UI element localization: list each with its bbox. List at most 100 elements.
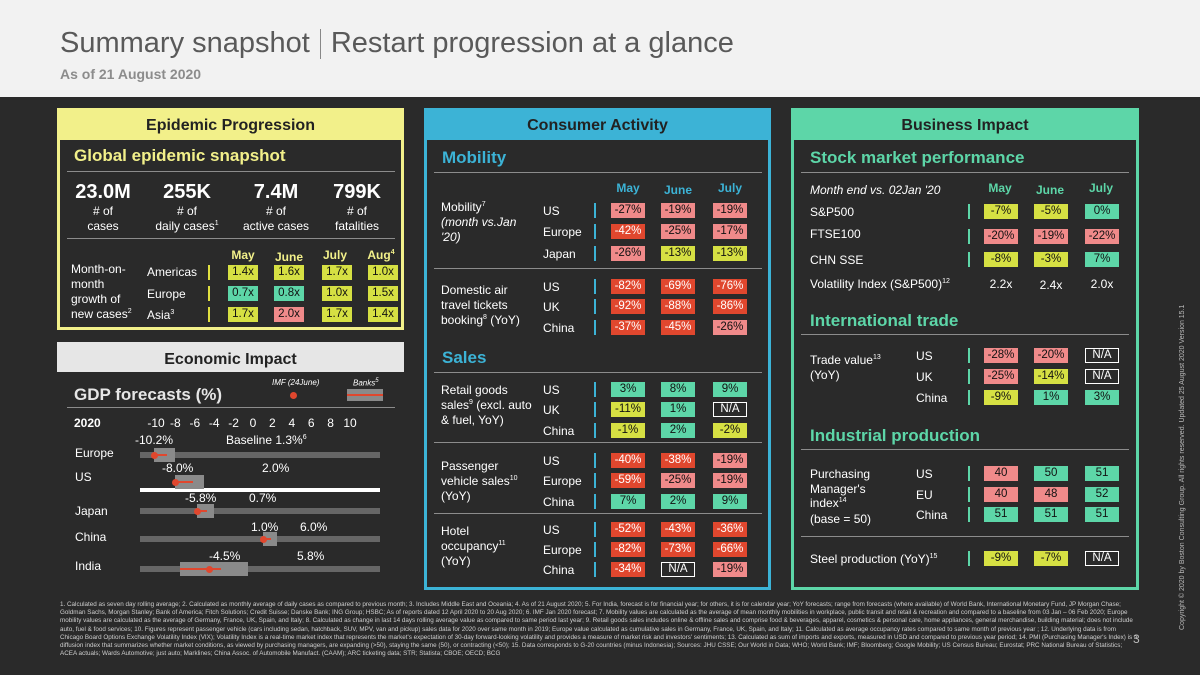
retail-sup: 9 bbox=[469, 399, 473, 406]
mobility-label-2: (month vs.Jan bbox=[441, 215, 517, 229]
row-bar bbox=[208, 265, 210, 280]
stock-name-ftse100: FTSE100 bbox=[810, 227, 861, 241]
trade-sup: 13 bbox=[872, 354, 881, 361]
mobility-value: -27% bbox=[611, 203, 645, 218]
air-value: -82% bbox=[611, 279, 645, 294]
stock-caption: Month end vs. 02Jan '20 bbox=[810, 183, 941, 197]
bi-month-june: June bbox=[1035, 183, 1064, 197]
pmi-value: 40 bbox=[984, 487, 1018, 502]
vehicle-value: 2% bbox=[661, 494, 695, 509]
retail-region: US bbox=[543, 383, 560, 397]
page-title: Summary snapshot Restart progression at a… bbox=[60, 27, 734, 60]
gdp-track bbox=[140, 488, 380, 492]
growth-label-1: Month-on- bbox=[71, 262, 126, 276]
vehicle-value: 7% bbox=[611, 494, 645, 509]
gdp-imf-dot bbox=[193, 508, 201, 515]
gdp-axis-tick: -8 bbox=[170, 416, 181, 430]
gdp-country-china: China bbox=[75, 530, 107, 544]
ep-asia-july: 1.7x bbox=[322, 307, 352, 322]
row-bar bbox=[594, 562, 596, 577]
trade-region: China bbox=[916, 391, 948, 405]
pmi-label-3: index14 bbox=[810, 496, 846, 511]
growth-label-3: growth of bbox=[71, 292, 121, 306]
gdp-imf-dot bbox=[172, 479, 180, 486]
growth-label-2: month bbox=[71, 277, 105, 291]
divider bbox=[434, 442, 762, 443]
legend-banks-line bbox=[347, 394, 383, 396]
gdp-axis-tick: -2 bbox=[228, 416, 239, 430]
hotel-sup: 11 bbox=[498, 540, 506, 547]
stock-title: Stock market performance bbox=[810, 148, 1025, 167]
kpi-cases-label1: # of bbox=[92, 204, 113, 218]
stock-value: -19% bbox=[1034, 229, 1068, 244]
pmi-region: China bbox=[916, 508, 948, 522]
hotel-label-3: (YoY) bbox=[441, 554, 471, 568]
kpi-active-label1: # of bbox=[265, 204, 286, 218]
ep-americas-july: 1.7x bbox=[322, 265, 352, 280]
trade-value: N/A bbox=[1085, 369, 1119, 384]
kpi-daily-cases-value: 255K bbox=[163, 181, 211, 203]
steel-label: Steel production (YoY)15 bbox=[810, 552, 937, 567]
retail-label-2b: (excl. auto bbox=[472, 398, 532, 412]
gdp-baseline-sup: 6 bbox=[302, 434, 307, 441]
retail-value: -11% bbox=[611, 402, 645, 417]
ep-americas-aug: 1.0x bbox=[368, 265, 398, 280]
hotel-value: -82% bbox=[611, 542, 645, 557]
stock-value: 0% bbox=[1085, 204, 1119, 219]
gdp-title: GDP forecasts (%) bbox=[74, 385, 223, 404]
pmi-value: 48 bbox=[1034, 487, 1068, 502]
gdp-range-line bbox=[180, 568, 221, 570]
vehicle-sup: 10 bbox=[509, 475, 518, 482]
gdp-track bbox=[140, 452, 380, 458]
row-bar bbox=[594, 279, 596, 294]
row-bar bbox=[968, 252, 970, 267]
growth-sup: 2 bbox=[127, 308, 132, 315]
gdp-axis-tick: -4 bbox=[208, 416, 220, 430]
ep-americas-may: 1.4x bbox=[228, 265, 258, 280]
gdp-country-japan: Japan bbox=[75, 504, 108, 518]
divider bbox=[67, 407, 395, 408]
divider bbox=[801, 536, 1129, 537]
gdp-range-line bbox=[262, 538, 272, 540]
row-bar bbox=[594, 494, 596, 509]
gdp-us-low: -8.0% bbox=[162, 461, 194, 475]
economic-header-bg bbox=[57, 342, 404, 372]
row-bar bbox=[968, 204, 970, 219]
vehicle-value: -40% bbox=[611, 453, 645, 468]
header-band: Summary snapshot Restart progression at a… bbox=[0, 0, 1200, 97]
gdp-row-japan bbox=[140, 503, 380, 519]
pmi-value: 50 bbox=[1034, 466, 1068, 481]
air-value: -86% bbox=[713, 299, 747, 314]
air-label-3: booking8 (YoY) bbox=[441, 313, 520, 328]
kpi-fatal-label2: fatalities bbox=[334, 219, 380, 233]
legend-banks-text: Banks bbox=[353, 378, 376, 388]
vehicle-value: 9% bbox=[713, 494, 747, 509]
economic-title: Economic Impact bbox=[164, 351, 297, 368]
gdp-track bbox=[140, 566, 380, 572]
steel-value: -7% bbox=[1034, 551, 1068, 566]
air-label-3-text: booking bbox=[441, 313, 484, 327]
retail-value: 1% bbox=[661, 402, 695, 417]
gdp-japan-low: -5.8% bbox=[185, 491, 217, 505]
air-label-1: Domestic air bbox=[441, 283, 508, 297]
stock-value: -22% bbox=[1085, 229, 1119, 244]
gdp-axis-tick: 0 bbox=[249, 416, 257, 430]
gdp-imf-dot bbox=[151, 452, 159, 459]
ep-region-asia-text: Asia bbox=[147, 308, 171, 322]
hotel-label-2-text: occupancy bbox=[441, 539, 499, 553]
stock-value: -8% bbox=[984, 252, 1018, 267]
trade-value: -25% bbox=[984, 369, 1018, 384]
mobility-value: -25% bbox=[661, 224, 695, 239]
hotel-value: -19% bbox=[713, 562, 747, 577]
stock-value: -3% bbox=[1034, 252, 1068, 267]
page-subtitle: As of 21 August 2020 bbox=[60, 66, 202, 82]
steel-value: N/A bbox=[1085, 551, 1119, 566]
divider bbox=[801, 449, 1129, 450]
sales-title: Sales bbox=[442, 348, 487, 367]
divider bbox=[434, 172, 762, 173]
gdp-europe-low: -10.2% bbox=[135, 433, 174, 447]
vehicle-region: Europe bbox=[543, 474, 582, 488]
gdp-imf-dot bbox=[206, 566, 214, 573]
consumer-header-bg bbox=[426, 110, 769, 140]
ep-month-aug: Aug4 bbox=[364, 248, 398, 262]
